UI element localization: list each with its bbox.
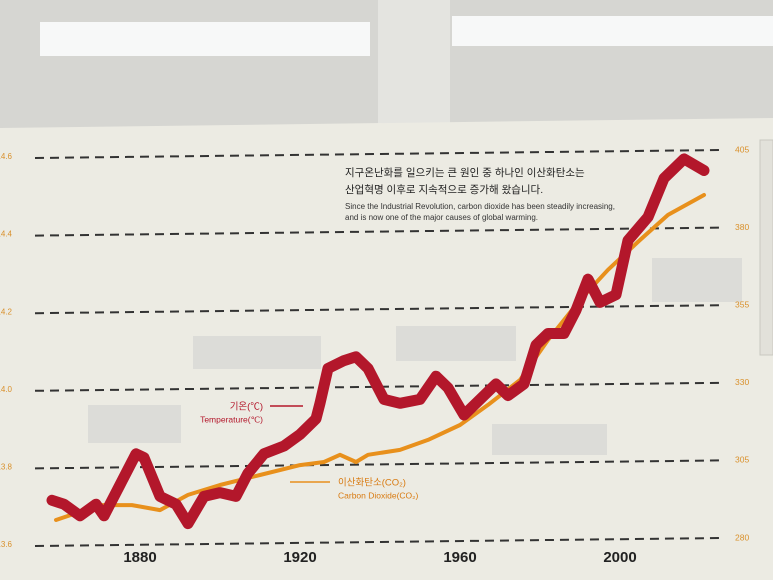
pillar [378, 0, 450, 125]
y2-tick-label: 355 [735, 299, 749, 309]
window [40, 22, 370, 56]
subtitle-line: Since the Industrial Revolution, carbon … [345, 202, 615, 211]
y-tick-label: 14.4 [0, 230, 13, 239]
note-box [88, 405, 181, 443]
title-line: 산업혁명 이후로 지속적으로 증가해 왔습니다. [345, 183, 543, 196]
title-line: 지구온난화를 일으키는 큰 원인 중 하나인 이산화탄소는 [345, 166, 585, 179]
grid-line [34, 381, 723, 392]
series-line [46, 153, 710, 530]
x-tick-label: 1960 [443, 549, 476, 566]
grid-line [34, 304, 723, 315]
window [452, 16, 773, 46]
grid-line [34, 459, 723, 470]
x-tick-label: 1920 [283, 549, 316, 566]
y-tick-label: 13.6 [0, 540, 13, 549]
grid-line [34, 537, 723, 547]
y-tick-label: 14.2 [0, 307, 13, 316]
note-box [193, 336, 321, 369]
x-tick-label: 1880 [123, 549, 156, 566]
legend-label: Carbon Dioxide(CO₂) [338, 490, 418, 500]
y2-tick-label: 405 [735, 144, 749, 154]
y2-tick-label: 280 [735, 532, 749, 542]
side-label [759, 139, 773, 356]
subtitle-line: and is now one of the major causes of gl… [345, 213, 538, 222]
note-box [652, 258, 742, 302]
y-tick-label: 14.6 [0, 152, 13, 161]
y2-tick-label: 380 [735, 222, 749, 232]
grid-line [34, 149, 723, 159]
legend-label: 기온(℃) [230, 402, 263, 413]
note-box [492, 424, 607, 455]
y2-tick-label: 305 [735, 455, 749, 465]
y-tick-label: 14.0 [0, 385, 13, 394]
legend-label: Temperature(℃) [200, 414, 263, 424]
x-tick-label: 2000 [603, 549, 636, 566]
y2-tick-label: 330 [735, 377, 749, 387]
notes [88, 258, 742, 455]
grid-line [34, 226, 723, 237]
legend-label: 이산화탄소(CO₂) [338, 478, 406, 489]
note-box [396, 326, 516, 361]
y-tick-label: 13.8 [0, 463, 13, 472]
